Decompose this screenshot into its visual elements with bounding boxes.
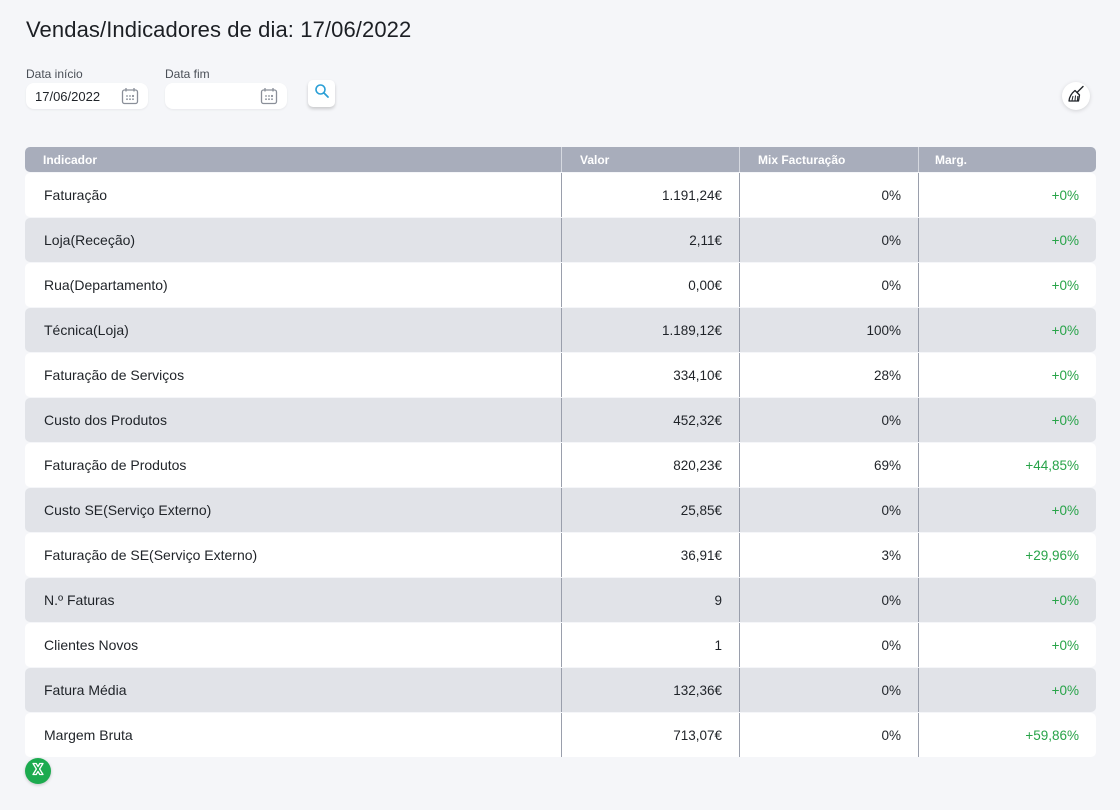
margin-cell: +44,85% — [1025, 457, 1079, 473]
table-body: Faturação 1.191,24€ 0% +0% Loja(Receção) 2,11… — [25, 173, 1096, 757]
margin-cell: +59,86% — [1025, 727, 1079, 743]
start-date-group: Data início 17/06/2022 — [26, 67, 148, 109]
indicator-cell: Faturação de Produtos — [25, 443, 562, 487]
margin-cell: +0% — [1051, 502, 1079, 518]
margin-cell: +0% — [1051, 277, 1079, 293]
mix-cell: 0% — [740, 668, 919, 712]
mix-cell: 69% — [740, 443, 919, 487]
end-date-group: Data fim — [165, 67, 287, 109]
column-header-valor[interactable]: Valor — [562, 147, 740, 172]
table-row[interactable]: Faturação de SE(Serviço Externo) 36,91€ 3%… — [25, 533, 1096, 577]
indicator-cell: Faturação de Serviços — [25, 353, 562, 397]
excel-icon — [30, 761, 46, 782]
table-row[interactable]: Margem Bruta 713,07€ 0% +59,86% — [25, 713, 1096, 757]
column-header-indicador[interactable]: Indicador — [25, 147, 562, 172]
value-cell: 334,10€ — [562, 353, 740, 397]
margin-cell: +0% — [1051, 232, 1079, 248]
indicators-table: Indicador Valor Mix Facturação Marg. Fat… — [25, 147, 1096, 757]
indicator-cell: Rua(Departamento) — [25, 263, 562, 307]
mix-cell: 0% — [740, 623, 919, 667]
value-cell: 713,07€ — [562, 713, 740, 757]
table-row[interactable]: Técnica(Loja) 1.189,12€ 100% +0% — [25, 308, 1096, 352]
margin-cell: +29,96% — [1025, 547, 1079, 563]
export-excel-button[interactable] — [25, 758, 51, 784]
value-cell: 452,32€ — [562, 398, 740, 442]
indicator-cell: Fatura Média — [25, 668, 562, 712]
calendar-icon[interactable] — [120, 86, 140, 106]
indicator-cell: Margem Bruta — [25, 713, 562, 757]
table-row[interactable]: Faturação de Serviços 334,10€ 28% +0% — [25, 353, 1096, 397]
table-row[interactable]: Clientes Novos 1 0% +0% — [25, 623, 1096, 667]
mix-cell: 0% — [740, 218, 919, 262]
end-date-label: Data fim — [165, 67, 210, 81]
value-cell: 9 — [562, 578, 740, 622]
value-cell: 1.191,24€ — [562, 173, 740, 217]
start-date-value: 17/06/2022 — [35, 88, 101, 104]
mix-cell: 0% — [740, 173, 919, 217]
indicator-cell: N.º Faturas — [25, 578, 562, 622]
broom-icon — [1066, 84, 1086, 109]
page-title: Vendas/Indicadores de dia: 17/06/2022 — [26, 17, 412, 42]
indicator-cell: Clientes Novos — [25, 623, 562, 667]
column-header-marg[interactable]: Marg. — [935, 152, 968, 167]
search-button[interactable] — [308, 80, 335, 107]
mix-cell: 28% — [740, 353, 919, 397]
table-row[interactable]: Faturação de Produtos 820,23€ 69% +44,85% — [25, 443, 1096, 487]
value-cell: 1.189,12€ — [562, 308, 740, 352]
table-row[interactable]: Rua(Departamento) 0,00€ 0% +0% — [25, 263, 1096, 307]
mix-cell: 0% — [740, 263, 919, 307]
value-cell: 132,36€ — [562, 668, 740, 712]
table-header: Indicador Valor Mix Facturação Marg. — [25, 147, 1096, 172]
mix-cell: 0% — [740, 713, 919, 757]
indicator-cell: Loja(Receção) — [25, 218, 562, 262]
table-row[interactable]: Custo dos Produtos 452,32€ 0% +0% — [25, 398, 1096, 442]
table-row[interactable]: N.º Faturas 9 0% +0% — [25, 578, 1096, 622]
value-cell: 0,00€ — [562, 263, 740, 307]
indicator-cell: Custo dos Produtos — [25, 398, 562, 442]
margin-cell: +0% — [1051, 187, 1079, 203]
indicator-cell: Custo SE(Serviço Externo) — [25, 488, 562, 532]
mix-cell: 0% — [740, 488, 919, 532]
margin-cell: +0% — [1051, 322, 1079, 338]
margin-cell: +0% — [1051, 637, 1079, 653]
value-cell: 1 — [562, 623, 740, 667]
indicator-cell: Faturação de SE(Serviço Externo) — [25, 533, 562, 577]
table-row[interactable]: Faturação 1.191,24€ 0% +0% — [25, 173, 1096, 217]
value-cell: 2,11€ — [562, 218, 740, 262]
indicator-cell: Faturação — [25, 173, 562, 217]
column-header-mix[interactable]: Mix Facturação — [740, 147, 919, 172]
margin-cell: +0% — [1051, 367, 1079, 383]
value-cell: 25,85€ — [562, 488, 740, 532]
table-row[interactable]: Loja(Receção) 2,11€ 0% +0% — [25, 218, 1096, 262]
mix-cell: 0% — [740, 578, 919, 622]
margin-cell: +0% — [1051, 682, 1079, 698]
search-icon — [314, 83, 330, 104]
table-row[interactable]: Fatura Média 132,36€ 0% +0% — [25, 668, 1096, 712]
mix-cell: 3% — [740, 533, 919, 577]
value-cell: 36,91€ — [562, 533, 740, 577]
clear-filters-button[interactable] — [1062, 82, 1090, 110]
start-date-input[interactable]: 17/06/2022 — [26, 83, 148, 109]
margin-cell: +0% — [1051, 412, 1079, 428]
mix-cell: 100% — [740, 308, 919, 352]
start-date-label: Data início — [26, 67, 83, 81]
calendar-icon[interactable] — [259, 86, 279, 106]
end-date-input[interactable] — [165, 83, 287, 109]
margin-cell: +0% — [1051, 592, 1079, 608]
table-row[interactable]: Custo SE(Serviço Externo) 25,85€ 0% +0% — [25, 488, 1096, 532]
mix-cell: 0% — [740, 398, 919, 442]
indicator-cell: Técnica(Loja) — [25, 308, 562, 352]
value-cell: 820,23€ — [562, 443, 740, 487]
